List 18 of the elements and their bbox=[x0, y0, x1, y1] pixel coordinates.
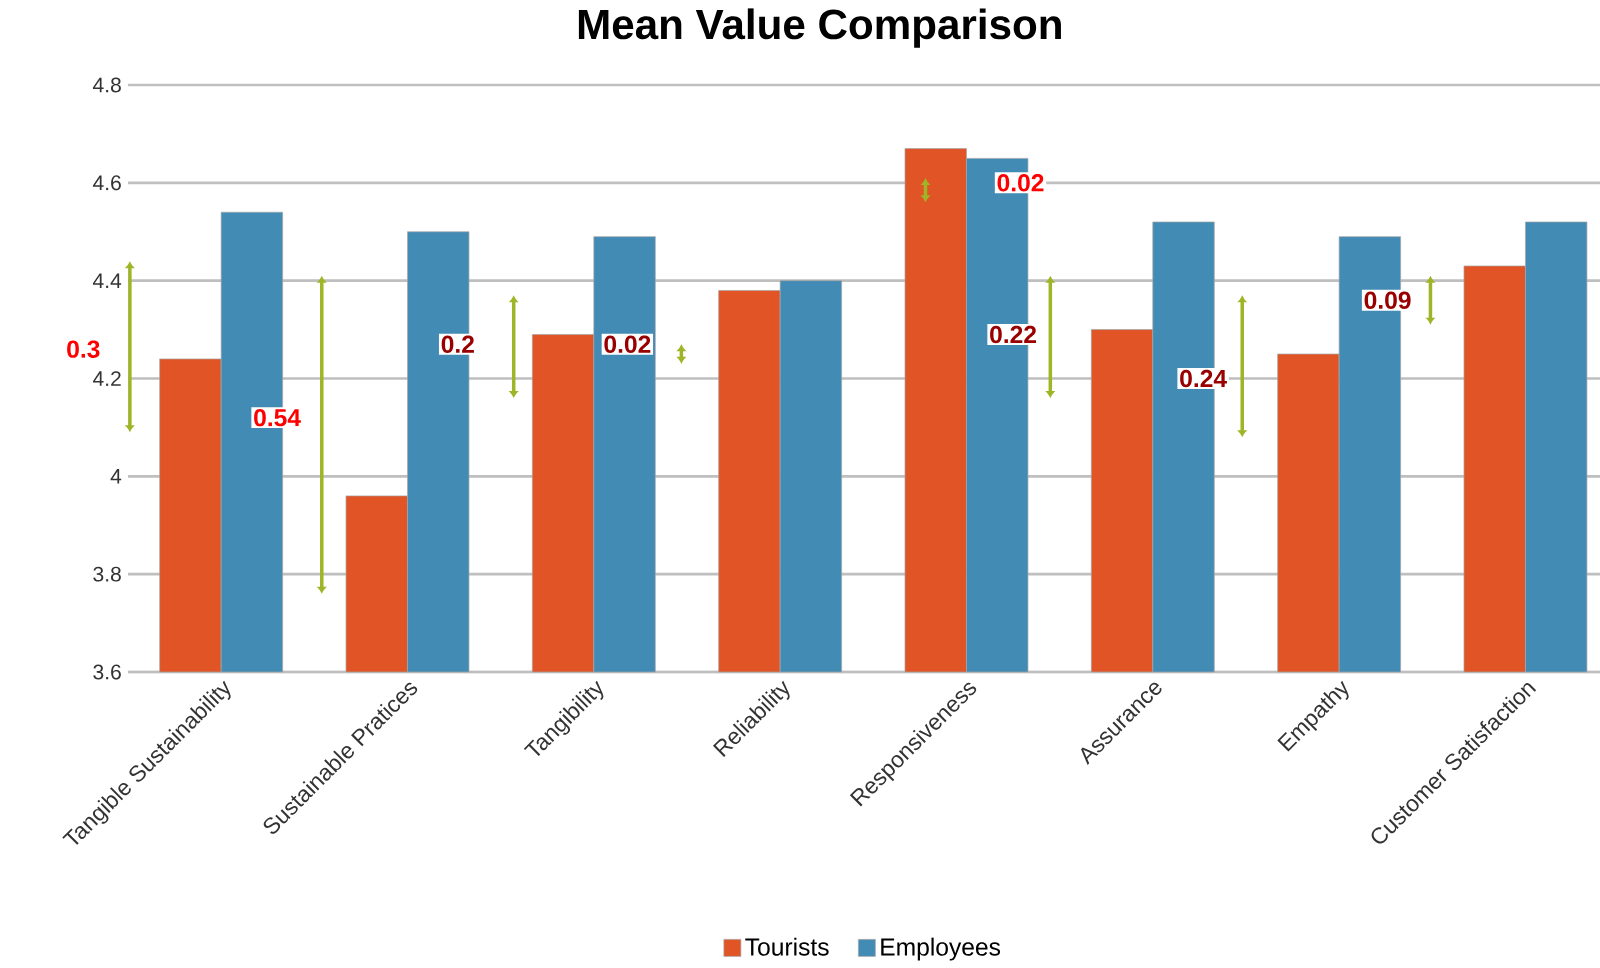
annotation: 0.02 bbox=[604, 335, 651, 353]
annotation: 0.24 bbox=[1180, 369, 1227, 388]
y-tick-label: 3.6 bbox=[93, 664, 121, 680]
annotation: 0.54 bbox=[254, 408, 301, 427]
y-tick-label: 3.8 bbox=[93, 566, 121, 582]
annotation: 0.02 bbox=[997, 174, 1044, 192]
legend-label: Employees bbox=[881, 937, 1001, 961]
legend-label: Tourists bbox=[745, 937, 829, 956]
text: 0.3 bbox=[67, 340, 100, 358]
y-tick-label: 4.2 bbox=[92, 371, 121, 386]
y-tick-label: 4.6 bbox=[92, 175, 121, 191]
y-tick-label: 4.8 bbox=[92, 77, 121, 93]
annotation: 0.09 bbox=[1364, 291, 1411, 309]
y-tick-label: 4.4 bbox=[92, 273, 122, 288]
chart-title: Mean Value Comparison bbox=[578, 8, 1061, 48]
annotation: 0.2 bbox=[441, 335, 474, 353]
y-tick-label: 4 bbox=[110, 469, 122, 484]
annotation: 0.22 bbox=[990, 325, 1037, 344]
